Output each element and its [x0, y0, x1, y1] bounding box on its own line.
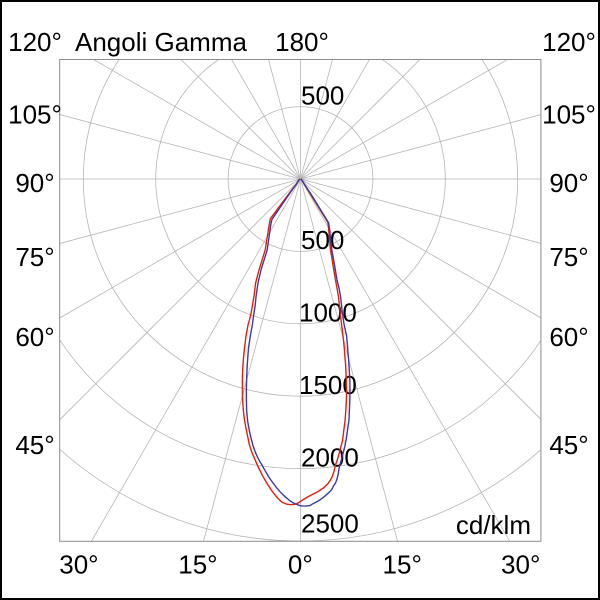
grid-spoke-225	[180, 59, 301, 180]
angle-label-left-90: 90°	[15, 168, 54, 198]
grid-spoke-345	[203, 178, 301, 542]
grid-spoke-300	[59, 178, 301, 319]
curve-c0-c180	[241, 178, 348, 506]
ring-label-1500: 1500	[299, 370, 357, 400]
grid-spoke-75	[300, 178, 541, 244]
angle-label-left-120: 120°	[8, 27, 62, 57]
angle-label-left-75: 75°	[15, 242, 54, 272]
grid-spoke-315	[59, 178, 301, 421]
grid-spoke-120	[300, 59, 509, 180]
grid-spoke-285	[59, 178, 301, 244]
grid-spoke-135	[300, 59, 421, 180]
ring-label-1000: 1000	[299, 298, 357, 328]
angle-label-right-105: 105°	[542, 100, 596, 130]
angle-label-right-45: 45°	[549, 430, 588, 460]
angle-label-left-45: 45°	[15, 430, 54, 460]
angle-label-right-60: 60°	[549, 322, 588, 352]
labels-group: Angoli Gamma 180° 120° 105° 90° 75° 60° 45° 120°…	[8, 27, 596, 580]
angle-label-top-180: 180°	[275, 27, 329, 57]
curves-group	[241, 178, 351, 507]
angle-label-bottom-4: 30°	[501, 550, 540, 580]
grid-ring-2500	[59, 448, 541, 542]
angle-label-left-105: 105°	[8, 100, 62, 130]
ring-label-500: 500	[301, 225, 344, 255]
grid-spoke-240	[92, 59, 301, 180]
grid-spoke-330	[90, 178, 301, 542]
grid-spoke-165	[300, 59, 333, 180]
ring-label-2000: 2000	[301, 442, 359, 472]
grid-spoke-30	[300, 178, 511, 542]
grid-spoke-150	[300, 59, 370, 180]
chart-title: Angoli Gamma	[75, 27, 247, 57]
grid-spoke-210	[231, 59, 301, 180]
angle-label-left-60: 60°	[15, 322, 54, 352]
grid-spoke-105	[300, 114, 541, 180]
grid-spoke-45	[300, 178, 541, 420]
angle-label-bottom-2: 0°	[288, 550, 313, 580]
curve-c90-c270	[245, 178, 351, 507]
angle-label-right-120: 120°	[542, 27, 596, 57]
units-label: cd/klm	[456, 510, 531, 540]
grid-spoke-60	[300, 178, 541, 319]
grid-spoke-15	[300, 178, 398, 542]
angle-label-right-75: 75°	[549, 242, 588, 272]
grid-spoke-195	[268, 59, 301, 180]
angle-label-right-90: 90°	[549, 168, 588, 198]
plot-frame	[59, 59, 542, 542]
angle-label-bottom-0: 30°	[59, 550, 98, 580]
grid-spoke-255	[59, 114, 301, 180]
angle-label-bottom-3: 15°	[383, 550, 422, 580]
ring-label-upper-500: 500	[301, 80, 344, 110]
angle-label-bottom-1: 15°	[178, 550, 217, 580]
ring-label-2500: 2500	[301, 509, 359, 539]
